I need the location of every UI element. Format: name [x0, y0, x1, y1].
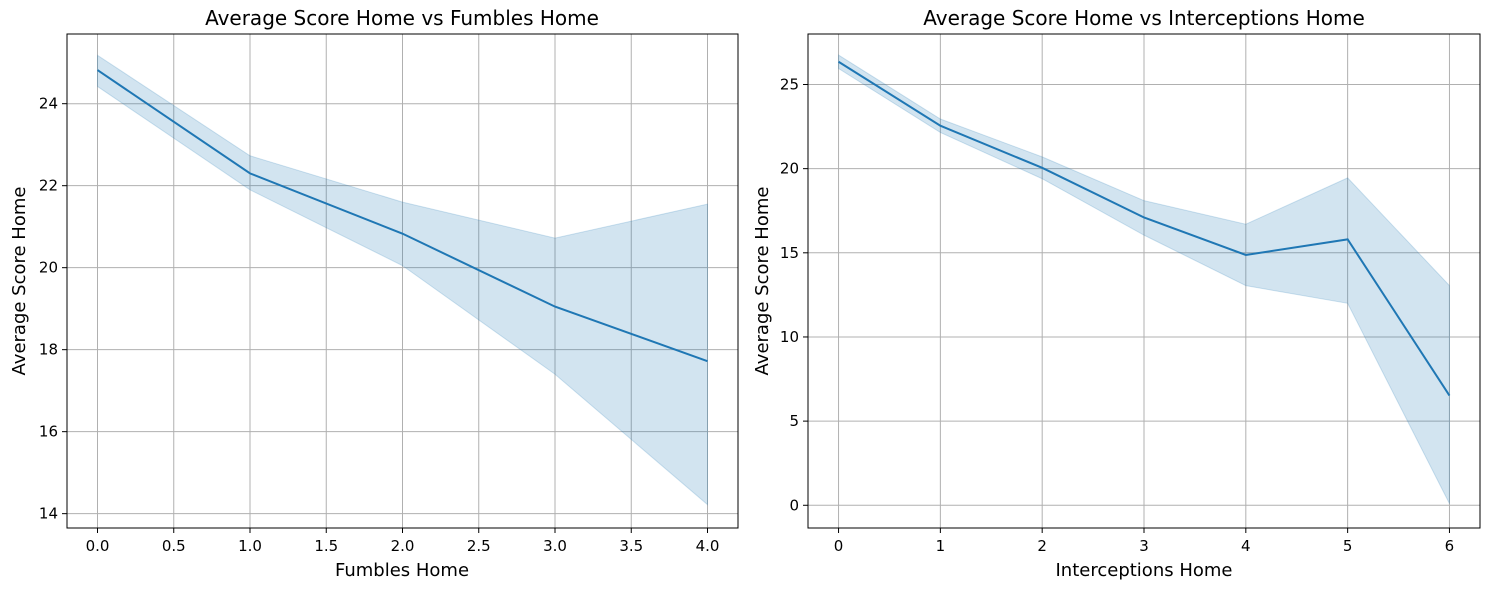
plot-area: 0 1 2 3 4 5 6 0 5 10 15 20 25	[780, 33, 1481, 555]
chart-title: Average Score Home vs Fumbles Home	[205, 6, 599, 30]
y-tick-label: 20	[39, 259, 58, 277]
plot-area: 0.0 0.5 1.0 1.5 2.0 2.5 3.0 3.5 4.0 14 16 18 20 22 24	[39, 33, 739, 555]
x-tick-label: 3	[1139, 537, 1149, 555]
x-axis-label: Fumbles Home	[335, 560, 469, 581]
series-line	[96, 69, 708, 363]
x-tick-label: 1	[936, 537, 946, 555]
y-tick-label: 18	[39, 341, 58, 359]
x-tick-label: 6	[1445, 537, 1455, 555]
x-tick-label: 4.0	[696, 537, 720, 555]
y-tick-label: 5	[789, 412, 799, 430]
x-tick-label: 0.0	[86, 537, 110, 555]
series-line	[838, 60, 1451, 397]
x-tick-label: 5	[1343, 537, 1353, 555]
y-tick-label: 25	[780, 75, 799, 93]
y-tick-label: 22	[39, 177, 58, 195]
x-tick-label: 3.0	[543, 537, 567, 555]
x-tick-label: 2.0	[391, 537, 415, 555]
x-tick-label: 2.5	[467, 537, 491, 555]
y-tick-label: 15	[780, 244, 799, 262]
y-axis-label: Average Score Home	[752, 187, 773, 376]
y-tick-label: 24	[39, 95, 58, 113]
x-tick-label: 1.5	[314, 537, 338, 555]
x-tick-label: 2	[1037, 537, 1047, 555]
confidence-band	[97, 54, 708, 506]
x-tick-label: 0.5	[162, 537, 186, 555]
y-tick-label: 14	[39, 505, 58, 523]
chart-panel-fumbles: 0.0 0.5 1.0 1.5 2.0 2.5 3.0 3.5 4.0141618202224 …	[9, 6, 739, 581]
chart-panel-interceptions: 0 1 2 3 4 5 6 0 5 10 15 20 25 Average Score Home vs …	[752, 6, 1481, 581]
chart-title: Average Score Home vs Interceptions Home	[923, 6, 1365, 30]
x-axis-label: Interceptions Home	[1056, 560, 1233, 581]
x-tick-label: 4	[1241, 537, 1251, 555]
x-tick-label: 3.5	[619, 537, 643, 555]
y-tick-label: 20	[780, 160, 799, 178]
y-tick-label: 10	[780, 328, 799, 346]
y-axis-label: Average Score Home	[9, 187, 30, 376]
y-tick-label: 16	[39, 423, 58, 441]
y-tick-label: 0	[789, 496, 799, 514]
x-tick-label: 0	[834, 537, 844, 555]
x-tick-label: 1.0	[238, 537, 262, 555]
